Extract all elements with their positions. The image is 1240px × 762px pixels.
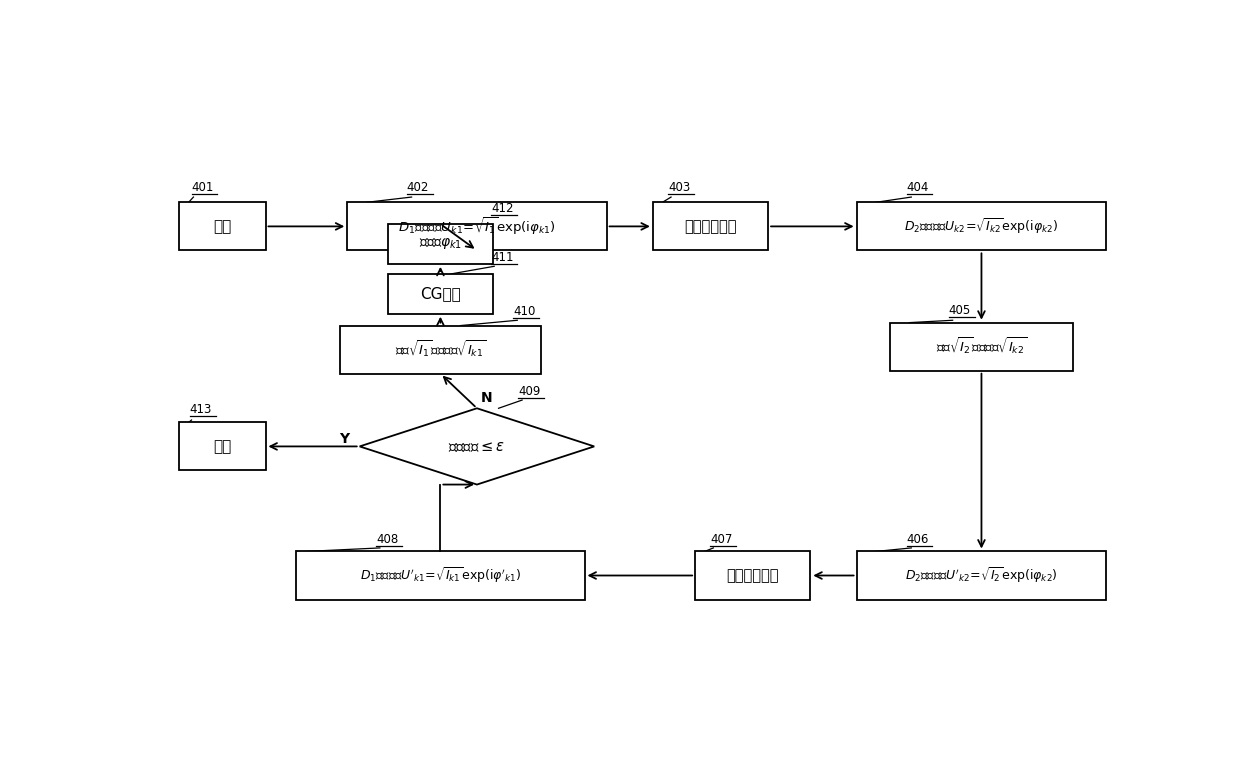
Text: 405: 405	[949, 304, 971, 317]
Text: 输入: 输入	[213, 219, 232, 234]
Text: 得到新$\varphi_{k1}$: 得到新$\varphi_{k1}$	[419, 236, 463, 251]
FancyBboxPatch shape	[296, 552, 584, 600]
FancyBboxPatch shape	[696, 552, 811, 600]
Text: 404: 404	[906, 181, 929, 194]
Text: 反向角谱传播: 反向角谱传播	[727, 568, 779, 583]
Text: 振幅$\sqrt{I_2}$替换振幅$\sqrt{I_{k2}}$: 振幅$\sqrt{I_2}$替换振幅$\sqrt{I_{k2}}$	[936, 336, 1027, 357]
Text: $D_2$面复振幅$U_{k2}\!=\!\sqrt{I_{k2}}\exp(\mathrm{i}\varphi_{k2})$: $D_2$面复振幅$U_{k2}\!=\!\sqrt{I_{k2}}\exp(\…	[904, 216, 1059, 236]
Text: 输出: 输出	[213, 439, 232, 454]
Text: $D_1$面复振幅$U'_{k1}\!=\!\sqrt{I_{k1}}\exp(\mathrm{i}\varphi'_{k1})$: $D_1$面复振幅$U'_{k1}\!=\!\sqrt{I_{k1}}\exp(…	[360, 565, 521, 585]
Text: 407: 407	[711, 533, 733, 546]
FancyBboxPatch shape	[388, 224, 494, 264]
Text: 412: 412	[491, 202, 513, 215]
Text: $D_2$面复振幅$U'_{k2}\!=\!\sqrt{I_2}\exp(\mathrm{i}\varphi_{k2})$: $D_2$面复振幅$U'_{k2}\!=\!\sqrt{I_2}\exp(\ma…	[905, 565, 1058, 585]
Text: $D_1$面复振幅$U_{k1}\!=\!\sqrt{I_1}\exp(\mathrm{i}\varphi_{k1})$: $D_1$面复振幅$U_{k1}\!=\!\sqrt{I_1}\exp(\mat…	[398, 216, 556, 237]
FancyBboxPatch shape	[857, 203, 1106, 251]
Text: 411: 411	[491, 251, 513, 264]
Text: Y: Y	[340, 432, 350, 447]
Text: 408: 408	[376, 533, 398, 546]
FancyBboxPatch shape	[890, 322, 1073, 371]
Text: 目标函数$\leq\varepsilon$: 目标函数$\leq\varepsilon$	[449, 439, 506, 454]
FancyBboxPatch shape	[388, 274, 494, 314]
Text: N: N	[481, 391, 492, 405]
Text: 401: 401	[191, 181, 213, 194]
FancyBboxPatch shape	[347, 203, 606, 251]
FancyBboxPatch shape	[179, 203, 265, 251]
FancyBboxPatch shape	[652, 203, 768, 251]
FancyBboxPatch shape	[340, 325, 542, 373]
Text: 402: 402	[407, 181, 429, 194]
Text: CG算法: CG算法	[420, 287, 461, 301]
Text: 413: 413	[190, 404, 212, 417]
Text: 403: 403	[668, 181, 691, 194]
Text: 振幅$\sqrt{I_1}$替换振幅$\sqrt{I_{k1}}$: 振幅$\sqrt{I_1}$替换振幅$\sqrt{I_{k1}}$	[394, 339, 486, 360]
FancyBboxPatch shape	[179, 422, 265, 470]
Text: 410: 410	[513, 305, 536, 318]
Polygon shape	[360, 408, 594, 485]
Text: 正向角谱传播: 正向角谱传播	[684, 219, 737, 234]
FancyBboxPatch shape	[857, 552, 1106, 600]
Text: 409: 409	[518, 385, 541, 398]
Text: 406: 406	[906, 533, 929, 546]
